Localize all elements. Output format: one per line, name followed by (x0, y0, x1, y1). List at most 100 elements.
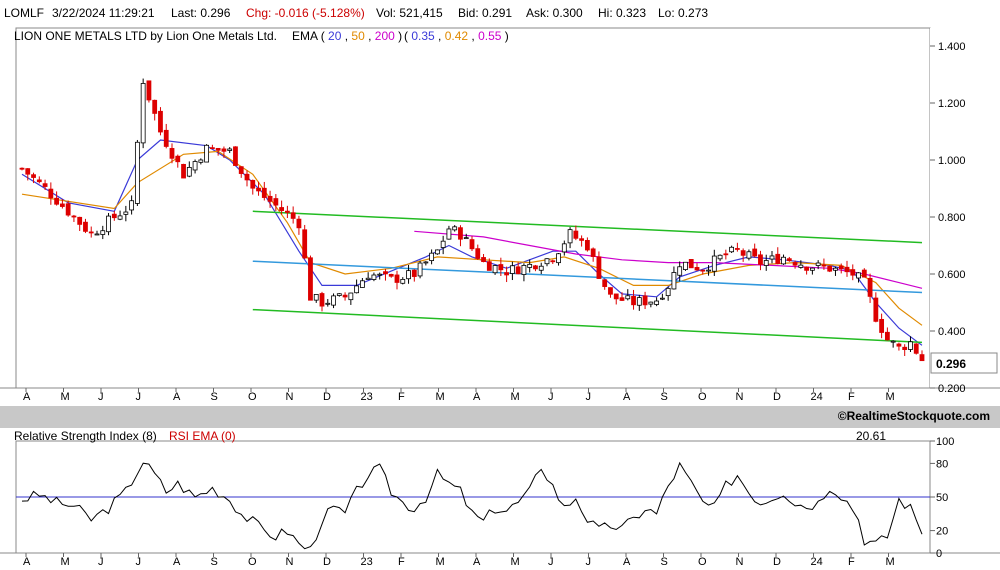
rsi-x-tick-label: A (23, 556, 31, 568)
candle-body (440, 240, 446, 248)
quote-bar: LOMLF 3/22/2024 11:29:21 Last: 0.296 Chg… (0, 0, 1000, 26)
price-x-tick-label: O (248, 391, 257, 403)
candle-body (354, 285, 360, 294)
candle-body (181, 163, 186, 179)
price-x-tick-label: D (323, 391, 331, 403)
candle-body (884, 331, 890, 341)
price-y-tick-label: 0.600 (938, 269, 966, 281)
candle-body (452, 226, 458, 231)
candle-body (186, 167, 192, 177)
candle-body (204, 144, 210, 163)
price-x-tick-label: M (511, 391, 520, 403)
rsi-x-tick-label: D (323, 556, 331, 568)
quote-high: Hi: 0.323 (598, 6, 647, 20)
quote-low: Lo: 0.273 (658, 6, 709, 20)
candle-body (65, 203, 71, 216)
candle-body (359, 280, 365, 288)
candle-body (348, 292, 354, 301)
candle-body (463, 237, 469, 240)
last-price-label: 0.296 (936, 357, 966, 371)
candle-body (734, 248, 740, 250)
candle-body (856, 272, 861, 279)
quote-volume: Vol: 521,415 (376, 6, 443, 20)
channel-legend: ( 0.35 , 0.42 , 0.55 ) (404, 29, 509, 43)
rsi-x-tick-label: A (623, 556, 631, 568)
rsi-y-axis: 100 80 50 20 0 (930, 436, 954, 560)
price-y-tick-label: 1.400 (938, 41, 966, 53)
price-x-tick-label: D (773, 391, 781, 403)
ema-period-200: 200 (375, 29, 395, 43)
price-x-tick-label: J (98, 391, 104, 403)
candle-body (717, 254, 723, 260)
candle-body (613, 293, 619, 300)
candle-body (394, 274, 400, 283)
candle-body (388, 273, 394, 277)
rsi-lines (16, 461, 930, 550)
candle-body (319, 293, 325, 307)
price-x-tick-label: 24 (811, 391, 823, 403)
candle-body (665, 287, 671, 297)
rsi-panel: Relative Strength Index (8) RSI EMA (0) … (0, 428, 1000, 570)
candle-body (313, 294, 319, 301)
candle-body (798, 264, 804, 268)
candle-body (677, 266, 683, 276)
candle-body (365, 277, 371, 280)
channel-upper-line (252, 210, 923, 244)
candle-body (648, 301, 654, 305)
candle-body (158, 110, 163, 133)
candle-body (561, 243, 567, 253)
candle-body (758, 254, 763, 265)
candle-body (527, 263, 533, 268)
price-y-tick-label: 0.400 (938, 326, 966, 338)
ema-legend: EMA ( 20 , 50 , 200 ) (292, 29, 402, 43)
candle-body (423, 261, 429, 264)
rsi-x-tick-label: M (436, 556, 445, 568)
candle-body (221, 148, 227, 152)
price-x-axis: A M J J A S O N D 23 F M A M J J A S O N D 24 F M (23, 388, 895, 403)
candle-body (873, 297, 879, 322)
price-x-tick-label: O (698, 391, 707, 403)
candle-body (815, 262, 821, 266)
candle-body (861, 269, 867, 278)
candle-body (475, 248, 481, 259)
rsi-x-axis: A M J J A S O N D 23 F M A M J J A S O N D 24 F M (23, 553, 895, 568)
price-x-tick-label: M (61, 391, 70, 403)
candle-body (267, 195, 273, 202)
candle-body (146, 80, 152, 101)
price-x-tick-label: F (848, 391, 855, 403)
candle-body (723, 253, 729, 256)
rsi-title: Relative Strength Index (8) (14, 429, 157, 443)
candle-body (296, 218, 302, 229)
candle-body (19, 167, 25, 170)
candle-body (544, 258, 550, 265)
candle-body (134, 141, 140, 204)
candle-body (919, 354, 925, 362)
candle-body (636, 297, 642, 306)
candle-body (908, 341, 913, 350)
price-x-tick-label: J (548, 391, 554, 403)
candle-body (521, 264, 527, 275)
rsi-x-tick-label: O (248, 556, 257, 568)
candle-body (308, 257, 313, 301)
candle-body (59, 203, 65, 207)
candle-body (215, 147, 221, 151)
candle-body (486, 261, 492, 271)
candle-body (579, 238, 585, 241)
candle-body (584, 240, 590, 251)
candle-body (406, 270, 411, 280)
candle-body (469, 239, 475, 250)
candle-body (152, 99, 158, 114)
rsi-x-tick-label: S (211, 556, 218, 568)
candle-body (844, 266, 850, 273)
rsi-x-tick-label: 24 (811, 556, 823, 568)
quote-change: Chg: -0.016 (-5.128%) (246, 6, 365, 20)
channel-middle-line (252, 260, 923, 294)
quote-datetime: 3/22/2024 11:29:21 (52, 6, 155, 20)
channel-value-lower: 0.35 (411, 29, 435, 43)
credit-bar: ©RealtimeStockquote.com (0, 406, 1000, 428)
candle-body (827, 265, 833, 272)
price-x-tick-label: A (473, 391, 481, 403)
candle-body (700, 269, 706, 272)
candle-body (556, 253, 561, 264)
candle-body (42, 183, 48, 187)
